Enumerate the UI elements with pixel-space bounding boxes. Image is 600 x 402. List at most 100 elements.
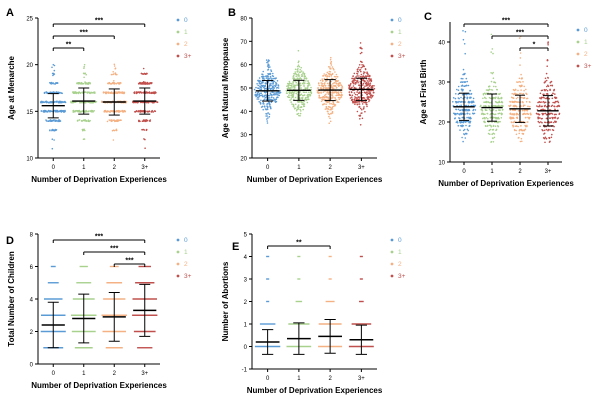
data-point	[113, 63, 116, 66]
data-point	[327, 112, 330, 115]
data-point	[502, 105, 504, 107]
data-point	[332, 67, 335, 70]
data-point	[274, 101, 277, 103]
data-point	[462, 38, 465, 41]
legend: 0 1 2 3+	[390, 17, 406, 60]
data-point	[365, 75, 367, 78]
data-point	[481, 108, 483, 111]
legend-label: 2	[584, 51, 588, 58]
data-point	[335, 92, 338, 94]
data-point	[83, 63, 86, 66]
data-point	[110, 92, 113, 94]
data-point	[484, 105, 486, 107]
data-point	[49, 129, 51, 131]
data-point	[267, 60, 269, 63]
data-point	[263, 98, 266, 100]
data-point	[335, 77, 338, 80]
data-point	[357, 103, 359, 105]
data-point	[266, 120, 269, 122]
legend-label: 1	[398, 249, 402, 256]
data-point	[148, 91, 150, 94]
data-point	[353, 87, 356, 89]
data-point	[150, 110, 152, 113]
significance-label: *	[533, 42, 536, 49]
data-point	[332, 105, 335, 108]
data-point	[553, 113, 556, 116]
data-point	[495, 129, 497, 132]
legend-label: 3+	[184, 53, 192, 60]
data-point	[463, 128, 466, 131]
data-point	[467, 108, 469, 111]
data-point	[530, 113, 532, 116]
data-point	[472, 112, 474, 115]
data-point	[299, 112, 302, 115]
data-point	[526, 97, 529, 100]
data-point	[459, 109, 461, 112]
y-tick-label: 30	[240, 133, 247, 139]
data-point	[328, 113, 331, 116]
data-point	[50, 110, 53, 112]
data-point	[525, 92, 527, 95]
data-point	[118, 119, 120, 122]
data-point	[368, 100, 370, 103]
data-point	[322, 79, 324, 82]
data-point	[352, 75, 354, 77]
data-point	[369, 96, 372, 98]
data-point	[321, 78, 324, 80]
data-point	[77, 110, 79, 113]
data-point	[293, 98, 295, 101]
data-point	[293, 91, 296, 93]
data-point	[515, 97, 518, 100]
data-point	[291, 87, 293, 89]
legend-marker	[390, 238, 394, 242]
data-point	[142, 73, 144, 75]
data-point	[294, 96, 297, 99]
data-point	[467, 120, 469, 123]
data-point	[332, 101, 335, 104]
data-point	[303, 77, 306, 80]
y-axis-label: Total Number of Children	[7, 251, 16, 347]
data-point	[465, 124, 467, 127]
data-point	[55, 129, 58, 131]
panel-d: D 0 2 4 6 8 Total Number of Children 0 1 2 3+ Numbe…	[6, 233, 192, 391]
data-point	[287, 87, 290, 90]
data-point	[496, 88, 499, 91]
panel-letter: A	[6, 7, 14, 19]
data-point	[351, 99, 354, 101]
data-point	[257, 87, 260, 90]
data-point	[540, 117, 543, 120]
data-point	[153, 92, 156, 95]
y-tick-label: 40	[240, 110, 247, 116]
data-point	[332, 83, 334, 85]
data-point	[87, 91, 90, 93]
data-point	[357, 98, 360, 101]
data-point	[361, 47, 363, 50]
data-point	[536, 113, 538, 115]
data-point	[325, 103, 327, 105]
data-point	[529, 105, 531, 108]
data-point	[497, 97, 499, 100]
data-point	[468, 93, 470, 96]
data-point	[485, 116, 488, 119]
data-point	[332, 96, 334, 98]
data-point	[553, 121, 555, 124]
data-point	[370, 78, 372, 80]
data-point	[484, 108, 487, 111]
data-point	[518, 132, 520, 135]
data-point	[295, 75, 298, 78]
data-point	[328, 122, 331, 124]
legend-marker	[176, 18, 180, 22]
data-point	[455, 113, 457, 116]
data-point	[351, 77, 353, 80]
data-point	[491, 89, 494, 91]
data-point	[366, 93, 369, 96]
data-point	[53, 69, 56, 72]
data-point	[52, 63, 55, 66]
data-point	[292, 103, 295, 106]
data-point	[363, 80, 366, 83]
data-point	[255, 86, 257, 89]
data-point	[269, 94, 272, 96]
data-point	[145, 129, 148, 132]
data-point	[59, 110, 61, 113]
data-point	[468, 108, 471, 111]
